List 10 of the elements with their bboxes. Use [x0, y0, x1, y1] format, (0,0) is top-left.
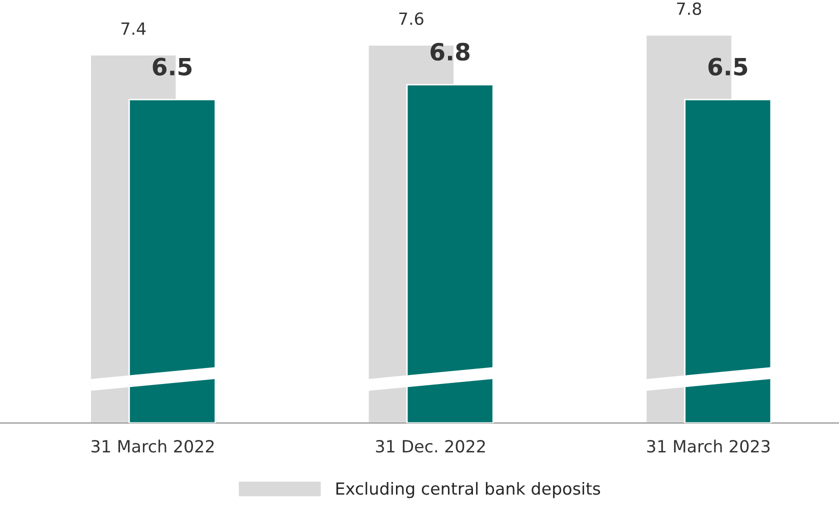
data-label: 6.8	[430, 42, 470, 61]
data-label: 6.5	[152, 58, 192, 76]
x-tick-label: 31 Dec. 2022	[376, 440, 485, 453]
data-label: 7.8	[677, 2, 702, 16]
x-tick-label: 31 March 2022	[92, 440, 214, 453]
data-label: 7.6	[399, 12, 424, 25]
x-tick-label: 31 March 2023	[647, 440, 770, 453]
data-label: 7.4	[121, 22, 146, 35]
text: Excluding central bank deposits	[336, 482, 600, 498]
data-label: 6.5	[708, 58, 748, 76]
